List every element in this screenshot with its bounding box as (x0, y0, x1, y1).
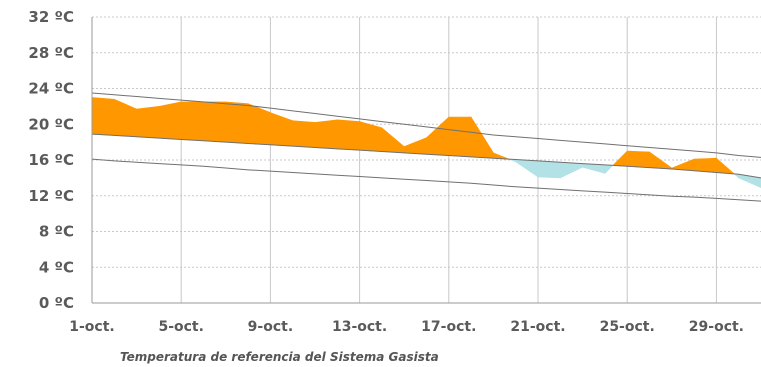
above-reference-area (225, 101, 249, 144)
y-tick-label: 16 ºC (28, 151, 74, 169)
y-tick-label: 24 ºC (28, 80, 74, 98)
below-reference-area (559, 161, 583, 179)
y-tick-label: 28 ºC (28, 44, 74, 62)
y-tick-label: 12 ºC (28, 187, 74, 205)
x-tick-label: 5-oct. (158, 319, 203, 335)
above-reference-area (612, 150, 628, 167)
above-reference-area (359, 121, 383, 152)
y-tick-label: 32 ºC (28, 8, 74, 26)
above-reference-area (716, 157, 736, 175)
y-tick-label: 8 ºC (39, 223, 74, 241)
axis-lines (91, 17, 761, 304)
upper-band-line (91, 92, 761, 158)
above-reference-area (270, 112, 294, 147)
reference-line (91, 133, 761, 179)
x-tick-label: 1-oct. (69, 319, 114, 335)
x-tick-label: 17-oct. (421, 319, 476, 335)
above-reference-area (448, 116, 472, 158)
above-reference-area (180, 101, 204, 142)
above-reference-area (693, 157, 717, 173)
y-tick-label: 4 ºC (39, 258, 74, 276)
above-reference-area (247, 103, 271, 146)
y-tick-label: 0 ºC (39, 294, 74, 312)
x-tick-label: 21-oct. (510, 319, 565, 335)
x-tick-label: 25-oct. (600, 319, 655, 335)
above-reference-area (136, 106, 160, 139)
above-reference-area (381, 127, 405, 154)
above-reference-area (403, 137, 427, 155)
above-reference-area (203, 101, 227, 143)
above-reference-area (314, 119, 338, 150)
chart-caption: Temperatura de referencia del Sistema Ga… (120, 350, 439, 364)
fill-areas (91, 97, 761, 189)
y-axis-ticks: 0 ºC 4 ºC 8 ºC 12 ºC 16 ºC 20 ºC 24 ºC 28 ºC 32 … (28, 8, 74, 312)
x-tick-label: 9-oct. (248, 319, 293, 335)
above-reference-area (91, 97, 115, 136)
band-lines (91, 92, 761, 202)
x-axis-ticks: 1-oct. 5-oct. 9-oct. 13-oct. 17-oct. 21-oct. 2… (69, 319, 744, 335)
lower-band-line (91, 158, 761, 202)
above-reference-area (626, 150, 650, 168)
below-reference-area (537, 160, 561, 179)
below-reference-area (738, 173, 761, 189)
above-reference-area (426, 116, 450, 156)
above-reference-area (292, 120, 316, 148)
above-reference-area (336, 119, 360, 151)
below-reference-area (515, 159, 539, 178)
above-reference-area (470, 116, 494, 159)
above-reference-area (114, 98, 137, 138)
below-reference-area (604, 164, 614, 175)
y-tick-label: 20 ºC (28, 115, 74, 133)
above-reference-area (158, 101, 182, 140)
x-tick-label: 29-oct. (689, 319, 744, 335)
x-tick-label: 13-oct. (332, 319, 387, 335)
